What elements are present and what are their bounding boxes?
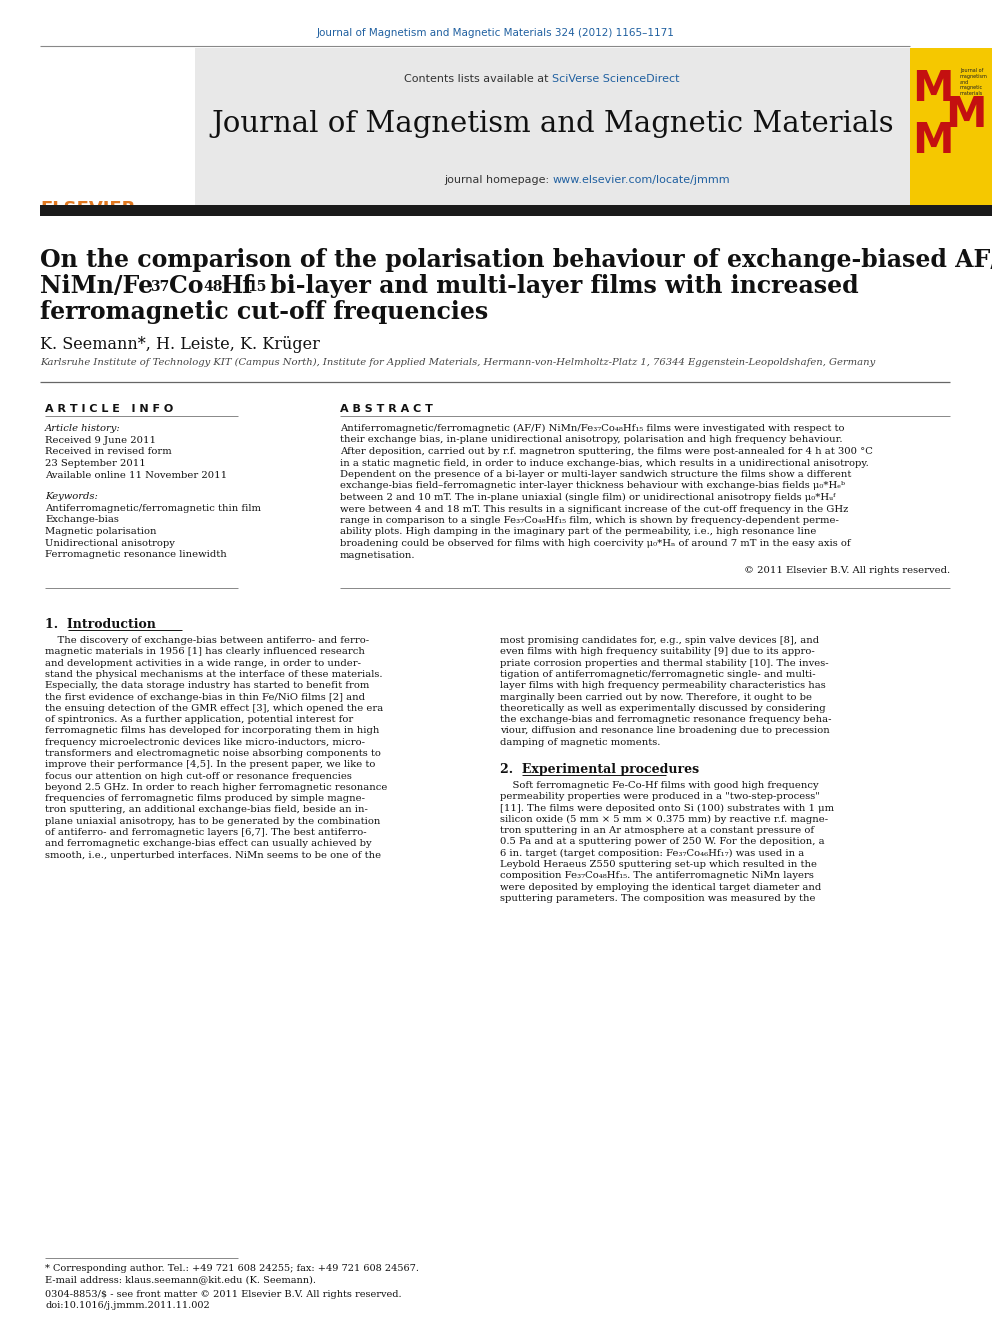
Text: 48: 48 [203, 280, 222, 294]
Text: A R T I C L E   I N F O: A R T I C L E I N F O [45, 404, 174, 414]
Text: Dependent on the presence of a bi-layer or multi-layer sandwich structure the fi: Dependent on the presence of a bi-layer … [340, 470, 851, 479]
Text: Received 9 June 2011: Received 9 June 2011 [45, 437, 156, 445]
Text: On the comparison of the polarisation behaviour of exchange-biased AF/F: On the comparison of the polarisation be… [40, 247, 992, 273]
Text: 6 in. target (target composition: Fe₃₇Co₄₆Hf₁₇) was used in a: 6 in. target (target composition: Fe₃₇Co… [500, 849, 805, 857]
Text: 1.  Introduction: 1. Introduction [45, 618, 156, 631]
Text: K. Seemann*, H. Leiste, K. Krüger: K. Seemann*, H. Leiste, K. Krüger [40, 336, 319, 353]
Text: Article history:: Article history: [45, 423, 121, 433]
Text: broadening could be observed for films with high coercivity μ₀*Hₙ of around 7 mT: broadening could be observed for films w… [340, 538, 850, 548]
Text: Unidirectional anisotropy: Unidirectional anisotropy [45, 538, 175, 548]
Text: M: M [945, 94, 986, 136]
Text: Soft ferromagnetic Fe-Co-Hf films with good high frequency: Soft ferromagnetic Fe-Co-Hf films with g… [500, 781, 818, 790]
Text: tigation of antiferromagnetic/ferromagnetic single- and multi-: tigation of antiferromagnetic/ferromagne… [500, 669, 815, 679]
Text: Antiferromagnetic/ferromagnetic thin film: Antiferromagnetic/ferromagnetic thin fil… [45, 504, 261, 513]
Text: A B S T R A C T: A B S T R A C T [340, 404, 433, 414]
Text: ability plots. High damping in the imaginary part of the permeability, i.e., hig: ability plots. High damping in the imagi… [340, 528, 816, 537]
Text: Co: Co [169, 274, 203, 298]
Text: Leybold Heraeus Z550 sputtering set-up which resulted in the: Leybold Heraeus Z550 sputtering set-up w… [500, 860, 817, 869]
Text: Especially, the data storage industry has started to benefit from: Especially, the data storage industry ha… [45, 681, 369, 691]
Text: E-mail address: klaus.seemann@kit.edu (K. Seemann).: E-mail address: klaus.seemann@kit.edu (K… [45, 1275, 316, 1285]
Text: priate corrosion properties and thermal stability [10]. The inves-: priate corrosion properties and thermal … [500, 659, 828, 668]
Text: 0304-8853/$ - see front matter © 2011 Elsevier B.V. All rights reserved.: 0304-8853/$ - see front matter © 2011 El… [45, 1290, 402, 1299]
Text: www.elsevier.com/locate/jmmm: www.elsevier.com/locate/jmmm [553, 175, 730, 185]
Text: © 2011 Elsevier B.V. All rights reserved.: © 2011 Elsevier B.V. All rights reserved… [744, 566, 950, 576]
Text: their exchange bias, in-plane unidirectional anisotropy, polarisation and high f: their exchange bias, in-plane unidirecti… [340, 435, 842, 445]
Text: 37: 37 [150, 280, 170, 294]
Text: magnetic materials in 1956 [1] has clearly influenced research: magnetic materials in 1956 [1] has clear… [45, 647, 365, 656]
Text: NiMn/Fe: NiMn/Fe [40, 274, 153, 298]
Text: 0.5 Pa and at a sputtering power of 250 W. For the deposition, a: 0.5 Pa and at a sputtering power of 250 … [500, 837, 824, 847]
Text: viour, diffusion and resonance line broadening due to precession: viour, diffusion and resonance line broa… [500, 726, 829, 736]
Text: beyond 2.5 GHz. In order to reach higher ferromagnetic resonance: beyond 2.5 GHz. In order to reach higher… [45, 783, 387, 792]
Text: most promising candidates for, e.g., spin valve devices [8], and: most promising candidates for, e.g., spi… [500, 636, 819, 646]
Bar [910, 48, 992, 206]
Text: of antiferro- and ferromagnetic layers [6,7]. The best antiferro-: of antiferro- and ferromagnetic layers [… [45, 828, 367, 837]
Text: permeability properties were produced in a "two-step-process": permeability properties were produced in… [500, 792, 819, 802]
Text: 23 September 2011: 23 September 2011 [45, 459, 146, 468]
Bar [195, 48, 910, 206]
Text: ferromagnetic cut-off frequencies: ferromagnetic cut-off frequencies [40, 300, 488, 324]
Text: range in comparison to a single Fe₃₇Co₄₈Hf₁₅ film, which is shown by frequency-d: range in comparison to a single Fe₃₇Co₄₈… [340, 516, 839, 525]
Text: focus our attention on high cut-off or resonance frequencies: focus our attention on high cut-off or r… [45, 771, 352, 781]
Text: ferromagnetic films has developed for incorporating them in high: ferromagnetic films has developed for in… [45, 726, 379, 736]
Text: Journal of Magnetism and Magnetic Materials 324 (2012) 1165–1171: Journal of Magnetism and Magnetic Materi… [317, 28, 675, 38]
Text: Magnetic polarisation: Magnetic polarisation [45, 527, 157, 536]
Text: Exchange-bias: Exchange-bias [45, 516, 119, 524]
Text: were between 4 and 18 mT. This results in a significant increase of the cut-off : were between 4 and 18 mT. This results i… [340, 504, 848, 513]
Text: transformers and electromagnetic noise absorbing components to: transformers and electromagnetic noise a… [45, 749, 381, 758]
Text: Journal of
magnetism
and
magnetic
materials: Journal of magnetism and magnetic materi… [960, 67, 988, 97]
Bar [40, 205, 992, 216]
Text: sputtering parameters. The composition was measured by the: sputtering parameters. The composition w… [500, 894, 815, 904]
Text: tron sputtering in an Ar atmosphere at a constant pressure of: tron sputtering in an Ar atmosphere at a… [500, 826, 814, 835]
Text: * Corresponding author. Tel.: +49 721 608 24255; fax: +49 721 608 24567.: * Corresponding author. Tel.: +49 721 60… [45, 1263, 419, 1273]
Text: theoretically as well as experimentally discussed by considering: theoretically as well as experimentally … [500, 704, 825, 713]
Text: exchange-bias field–ferromagnetic inter-layer thickness behaviour with exchange-: exchange-bias field–ferromagnetic inter-… [340, 482, 845, 491]
Text: frequencies of ferromagnetic films produced by simple magne-: frequencies of ferromagnetic films produ… [45, 794, 365, 803]
Text: layer films with high frequency permeability characteristics has: layer films with high frequency permeabi… [500, 681, 825, 691]
Text: Keywords:: Keywords: [45, 492, 98, 501]
Text: bi-layer and multi-layer films with increased: bi-layer and multi-layer films with incr… [262, 274, 859, 298]
Text: the ensuing detection of the GMR effect [3], which opened the era: the ensuing detection of the GMR effect … [45, 704, 383, 713]
Text: Contents lists available at: Contents lists available at [405, 74, 553, 83]
Text: M: M [912, 67, 953, 110]
Text: in a static magnetic field, in order to induce exchange-bias, which results in a: in a static magnetic field, in order to … [340, 459, 869, 467]
Text: the first evidence of exchange-bias in thin Fe/NiO films [2] and: the first evidence of exchange-bias in t… [45, 692, 365, 701]
Text: frequency microelectronic devices like micro-inductors, micro-: frequency microelectronic devices like m… [45, 738, 365, 746]
Text: and development activities in a wide range, in order to under-: and development activities in a wide ran… [45, 659, 361, 668]
Text: Ferromagnetic resonance linewidth: Ferromagnetic resonance linewidth [45, 550, 227, 560]
Text: marginally been carried out by now. Therefore, it ought to be: marginally been carried out by now. Ther… [500, 692, 812, 701]
Text: stand the physical mechanisms at the interface of these materials.: stand the physical mechanisms at the int… [45, 669, 383, 679]
Text: tron sputtering, an additional exchange-bias field, beside an in-: tron sputtering, an additional exchange-… [45, 806, 368, 815]
Text: Karlsruhe Institute of Technology KIT (Campus North), Institute for Applied Mate: Karlsruhe Institute of Technology KIT (C… [40, 359, 875, 366]
Text: smooth, i.e., unperturbed interfaces. NiMn seems to be one of the: smooth, i.e., unperturbed interfaces. Ni… [45, 851, 381, 860]
Text: M: M [912, 120, 953, 161]
Text: composition Fe₃₇Co₄₈Hf₁₅. The antiferromagnetic NiMn layers: composition Fe₃₇Co₄₈Hf₁₅. The antiferrom… [500, 872, 813, 880]
Text: 2.  Experimental procedures: 2. Experimental procedures [500, 763, 699, 777]
Text: The discovery of exchange-bias between antiferro- and ferro-: The discovery of exchange-bias between a… [45, 636, 369, 646]
Text: Received in revised form: Received in revised form [45, 447, 172, 456]
Text: After deposition, carried out by r.f. magnetron sputtering, the films were post-: After deposition, carried out by r.f. ma… [340, 447, 873, 456]
Text: Hf: Hf [221, 274, 254, 298]
Text: 15: 15 [247, 280, 267, 294]
Text: damping of magnetic moments.: damping of magnetic moments. [500, 738, 661, 746]
Text: Antiferromagnetic/ferromagnetic (AF/F) NiMn/Fe₃₇Co₄₈Hf₁₅ films were investigated: Antiferromagnetic/ferromagnetic (AF/F) N… [340, 423, 844, 433]
Text: doi:10.1016/j.jmmm.2011.11.002: doi:10.1016/j.jmmm.2011.11.002 [45, 1301, 209, 1310]
Text: plane uniaxial anisotropy, has to be generated by the combination: plane uniaxial anisotropy, has to be gen… [45, 816, 380, 826]
Text: ELSEVIER: ELSEVIER [40, 200, 135, 218]
Text: magnetisation.: magnetisation. [340, 550, 416, 560]
Text: Available online 11 November 2011: Available online 11 November 2011 [45, 471, 227, 479]
Text: and ferromagnetic exchange-bias effect can usually achieved by: and ferromagnetic exchange-bias effect c… [45, 839, 372, 848]
Text: SciVerse ScienceDirect: SciVerse ScienceDirect [553, 74, 680, 83]
Text: between 2 and 10 mT. The in-plane uniaxial (single film) or unidirectional aniso: between 2 and 10 mT. The in-plane uniaxi… [340, 493, 835, 503]
Text: journal homepage:: journal homepage: [443, 175, 553, 185]
Text: were deposited by employing the identical target diameter and: were deposited by employing the identica… [500, 882, 821, 892]
Text: improve their performance [4,5]. In the present paper, we like to: improve their performance [4,5]. In the … [45, 761, 375, 769]
Text: even films with high frequency suitability [9] due to its appro-: even films with high frequency suitabili… [500, 647, 814, 656]
Text: Journal of Magnetism and Magnetic Materials: Journal of Magnetism and Magnetic Materi… [211, 110, 894, 138]
Text: silicon oxide (5 mm × 5 mm × 0.375 mm) by reactive r.f. magne-: silicon oxide (5 mm × 5 mm × 0.375 mm) b… [500, 815, 828, 824]
Text: [11]. The films were deposited onto Si (100) substrates with 1 μm: [11]. The films were deposited onto Si (… [500, 803, 834, 812]
Text: of spintronics. As a further application, potential interest for: of spintronics. As a further application… [45, 716, 353, 724]
Text: the exchange-bias and ferromagnetic resonance frequency beha-: the exchange-bias and ferromagnetic reso… [500, 716, 831, 724]
